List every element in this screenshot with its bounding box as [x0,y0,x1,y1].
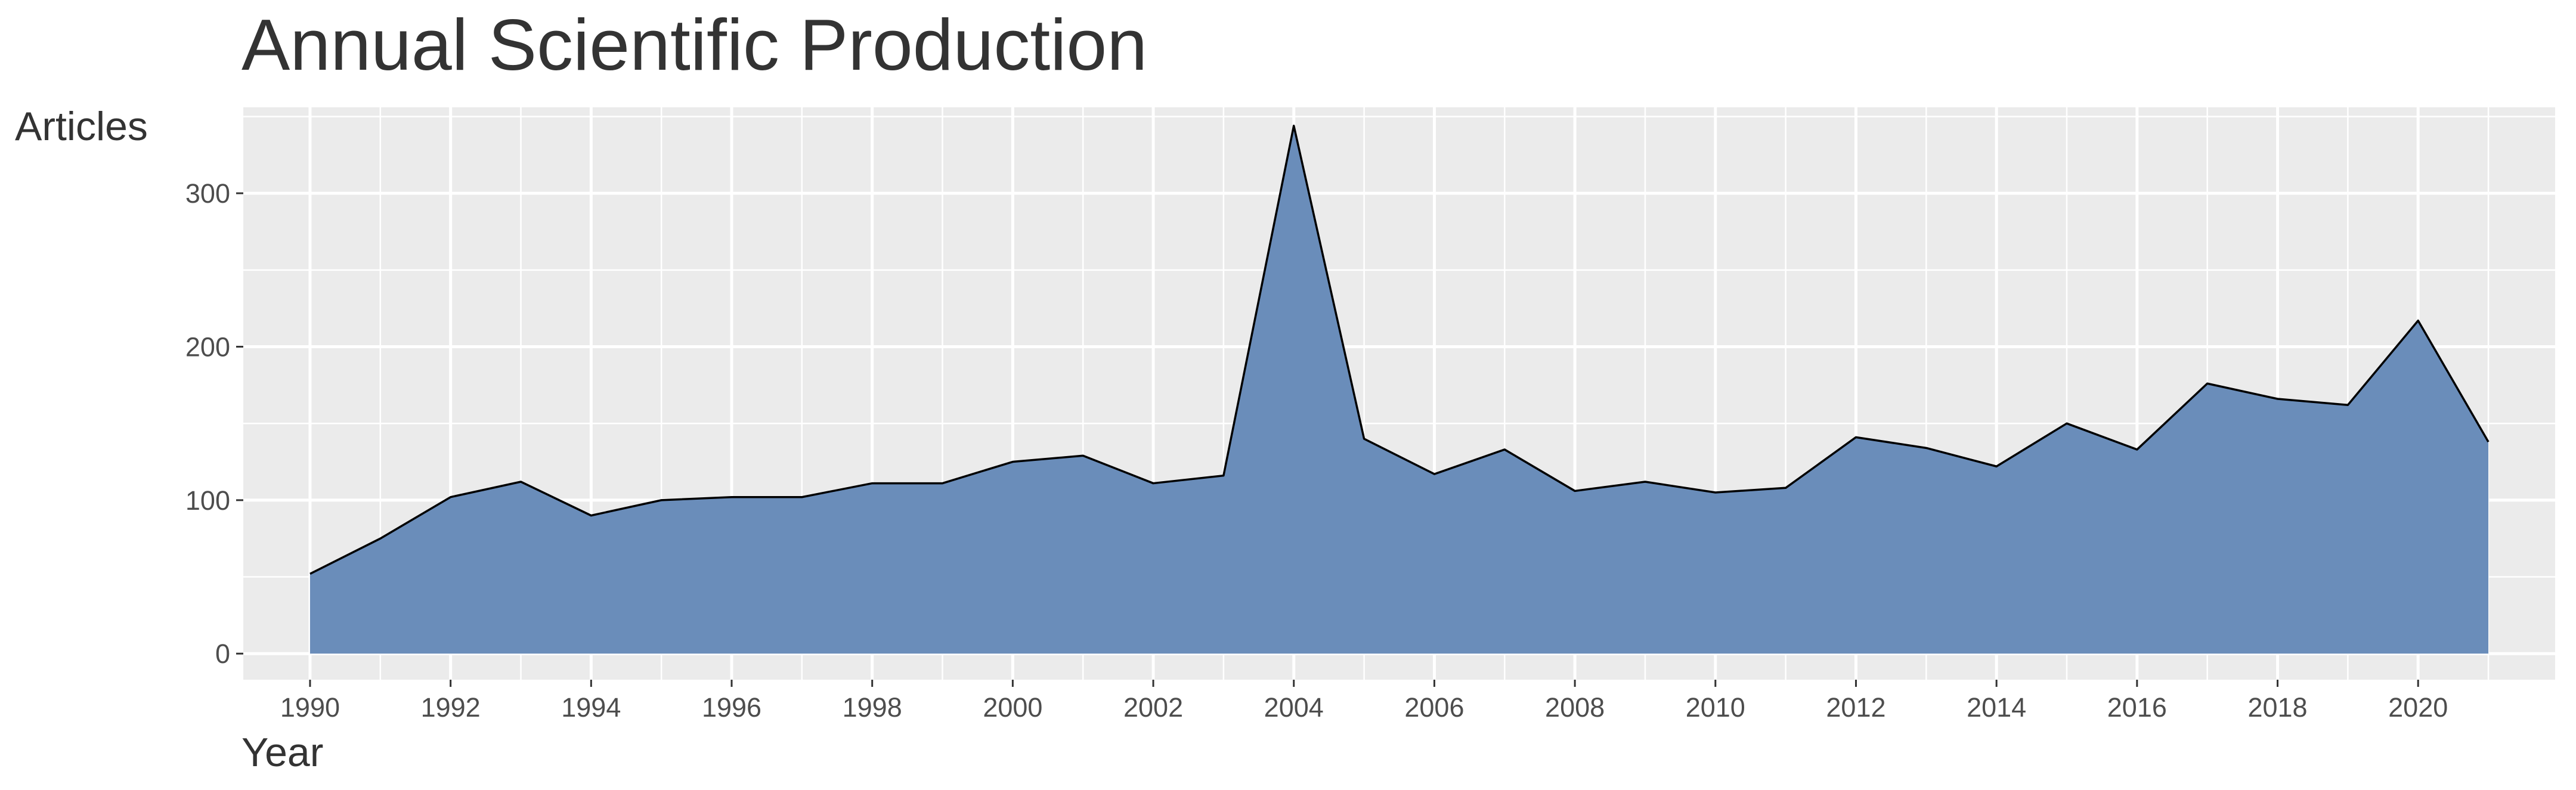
data-point [801,496,803,498]
data-point [1504,448,1506,450]
x-tick-label: 1996 [702,692,761,723]
data-point [1082,455,1084,457]
data-point [2066,423,2067,425]
x-tick-label: 2002 [1123,692,1183,723]
x-tick-label: 2004 [1264,692,1324,723]
x-tick-label: 1994 [561,692,621,723]
y-tick-label: 100 [185,485,230,516]
data-point [450,496,451,498]
x-tick-label: 2010 [1686,692,1745,723]
data-point [871,482,873,484]
x-tick-label: 2000 [983,692,1042,723]
data-point [2488,441,2490,443]
x-tick-label: 2018 [2247,692,2307,723]
data-point [2347,404,2349,406]
data-point [520,481,522,482]
x-tick-label: 2012 [1826,692,1885,723]
y-axis-title: Articles [15,104,148,149]
data-point [379,538,381,540]
data-point [1153,482,1154,484]
data-point [1714,492,1716,494]
data-point [2277,398,2278,400]
data-point [1925,447,1927,449]
data-point [2136,448,2138,450]
data-point [1785,487,1787,489]
data-point [1222,475,1224,476]
data-point [590,515,592,516]
data-point [309,573,311,575]
data-point [661,499,662,501]
data-point [1012,461,1014,463]
chart-title: Annual Scientific Production [242,4,1148,85]
area-fill [309,125,2489,654]
x-tick-label: 1990 [280,692,340,723]
data-point [1433,473,1435,475]
area-outline [309,125,2490,575]
y-tick-label: 200 [185,332,230,363]
x-tick-label: 2020 [2388,692,2448,723]
x-tick-label: 2016 [2107,692,2167,723]
data-point [1996,466,1998,467]
data-point [1644,481,1646,482]
data-point [1363,438,1365,439]
data-point [942,482,943,484]
x-tick-label: 2014 [1967,692,2026,723]
data-point [2206,383,2208,385]
data-point [2417,320,2419,321]
data-point [1855,436,1857,438]
x-tick-label: 2008 [1545,692,1605,723]
y-tick-label: 0 [215,639,230,669]
x-tick-label: 2006 [1404,692,1464,723]
x-axis-title: Year [242,730,324,775]
x-tick-label: 1998 [843,692,902,723]
data-point [731,496,733,498]
data-point [1293,125,1295,126]
y-tick-label: 300 [185,178,230,209]
x-tick-label: 1992 [421,692,481,723]
data-point [1574,490,1576,492]
